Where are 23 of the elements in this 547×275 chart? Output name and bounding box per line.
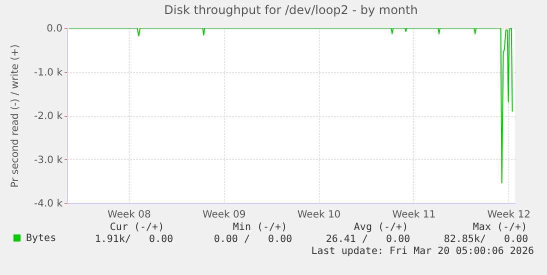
text: 82.85k/ 0.00 (444, 234, 528, 246)
text: Avg (-/+) (354, 222, 408, 234)
text: 0.00 / 0.00 (214, 234, 292, 246)
y-tick-label: 0.0 (46, 24, 62, 34)
x-tick-label: Week 10 (297, 210, 341, 220)
x-tick-label: Week 11 (392, 210, 436, 220)
text: Max (-/+) (472, 222, 528, 234)
text: Last update: Fri Mar 20 05:00:06 2026 (311, 246, 534, 258)
text: Min (-/+) (232, 222, 288, 234)
y-tick-label: -2.0 k (34, 111, 63, 122)
y-axis-title: Pr second read (-) / write (+) (10, 44, 22, 188)
y-tick-label: -3.0 k (34, 154, 63, 166)
x-tick-label: Week 09 (202, 210, 246, 220)
text: 1.91k/ 0.00 (94, 234, 174, 246)
y-tick-label: -1.0 k (34, 67, 63, 78)
text: Cur (-/+) (110, 222, 164, 234)
legend-label: Bytes (26, 233, 56, 244)
x-tick-label: Week 12 (487, 210, 531, 220)
text: 26.41 / 0.00 (326, 234, 410, 246)
chart-title: Disk throughput for /dev/loop2 - by month (164, 3, 418, 17)
y-tick-label: -4.0 k (34, 198, 63, 210)
line-series (68, 28, 513, 184)
x-tick-label: Week 08 (108, 210, 151, 220)
